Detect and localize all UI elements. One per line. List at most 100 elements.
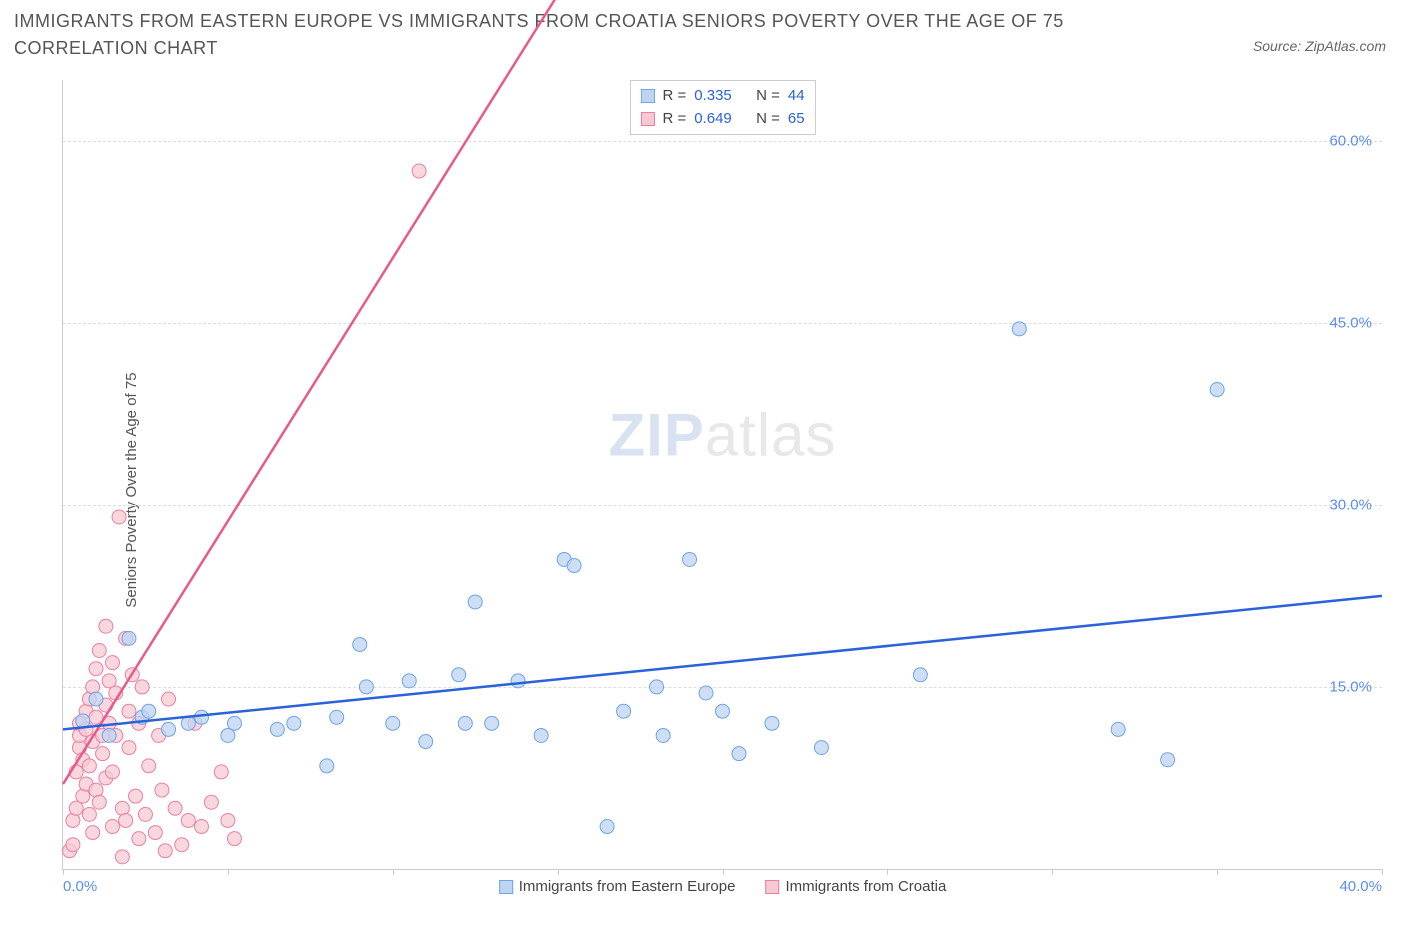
scatter-point: [814, 741, 828, 755]
scatter-point: [227, 832, 241, 846]
scatter-point: [82, 759, 96, 773]
scatter-point: [468, 595, 482, 609]
scatter-point: [452, 668, 466, 682]
scatter-point: [716, 704, 730, 718]
x-axis-label-min: 0.0%: [63, 878, 97, 895]
scatter-point: [511, 674, 525, 688]
scatter-point: [66, 838, 80, 852]
scatter-point: [132, 832, 146, 846]
scatter-point: [567, 559, 581, 573]
chart-container: Seniors Poverty Over the Age of 75 ZIPat…: [14, 80, 1392, 900]
scatter-point: [142, 704, 156, 718]
scatter-point: [142, 759, 156, 773]
scatter-point: [99, 619, 113, 633]
scatter-point: [534, 728, 548, 742]
scatter-point: [89, 692, 103, 706]
scatter-point: [221, 813, 235, 827]
scatter-point: [699, 686, 713, 700]
scatter-point: [330, 710, 344, 724]
stats-swatch-2: [640, 112, 654, 126]
scatter-point: [1012, 322, 1026, 336]
scatter-point: [204, 795, 218, 809]
legend-label-2: Immigrants from Croatia: [785, 878, 946, 895]
x-tick: [887, 869, 888, 875]
legend-item-2: Immigrants from Croatia: [765, 878, 946, 895]
scatter-point: [765, 716, 779, 730]
scatter-point: [92, 644, 106, 658]
regression-line: [63, 0, 558, 784]
scatter-point: [402, 674, 416, 688]
scatter-point: [600, 820, 614, 834]
scatter-point: [485, 716, 499, 730]
x-tick: [1217, 869, 1218, 875]
scatter-point: [650, 680, 664, 694]
scatter-point: [115, 850, 129, 864]
scatter-point: [162, 722, 176, 736]
r-label-2: R =: [662, 108, 686, 131]
stats-row-1: R = 0.335 N = 44: [640, 85, 804, 108]
scatter-point: [1161, 753, 1175, 767]
scatter-point: [135, 680, 149, 694]
x-tick: [228, 869, 229, 875]
n-value-1: 44: [788, 85, 805, 108]
x-tick: [393, 869, 394, 875]
scatter-point: [412, 164, 426, 178]
scatter-point: [270, 722, 284, 736]
x-tick: [1052, 869, 1053, 875]
n-label-1: N =: [756, 85, 780, 108]
stats-box: R = 0.335 N = 44 R = 0.649 N = 65: [629, 80, 815, 135]
x-tick: [723, 869, 724, 875]
scatter-point: [168, 801, 182, 815]
scatter-point: [122, 704, 136, 718]
n-value-2: 65: [788, 108, 805, 131]
stats-swatch-1: [640, 89, 654, 103]
scatter-point: [683, 552, 697, 566]
scatter-point: [1210, 383, 1224, 397]
scatter-point: [227, 716, 241, 730]
y-tick-label: 30.0%: [1329, 496, 1372, 513]
source-label: Source: ZipAtlas.com: [1253, 38, 1386, 54]
scatter-point: [656, 728, 670, 742]
scatter-point: [617, 704, 631, 718]
y-tick-label: 60.0%: [1329, 132, 1372, 149]
x-tick: [558, 869, 559, 875]
scatter-point: [181, 813, 195, 827]
scatter-point: [287, 716, 301, 730]
scatter-point: [122, 741, 136, 755]
x-tick: [63, 869, 64, 875]
scatter-point: [82, 807, 96, 821]
scatter-point: [458, 716, 472, 730]
scatter-point: [1111, 722, 1125, 736]
scatter-point: [96, 747, 110, 761]
legend-item-1: Immigrants from Eastern Europe: [499, 878, 736, 895]
scatter-point: [148, 826, 162, 840]
scatter-svg: [63, 80, 1382, 869]
scatter-point: [320, 759, 334, 773]
scatter-point: [105, 656, 119, 670]
legend-label-1: Immigrants from Eastern Europe: [519, 878, 736, 895]
x-axis-label-max: 40.0%: [1339, 878, 1382, 895]
scatter-point: [194, 820, 208, 834]
scatter-point: [732, 747, 746, 761]
scatter-point: [122, 631, 136, 645]
x-tick: [1382, 869, 1383, 875]
r-label-1: R =: [662, 85, 686, 108]
y-tick-label: 15.0%: [1329, 678, 1372, 695]
y-tick-label: 45.0%: [1329, 314, 1372, 331]
scatter-point: [105, 820, 119, 834]
scatter-point: [419, 735, 433, 749]
scatter-point: [112, 510, 126, 524]
scatter-point: [138, 807, 152, 821]
scatter-point: [155, 783, 169, 797]
legend-swatch-2: [765, 880, 779, 894]
scatter-point: [353, 637, 367, 651]
bottom-legend: Immigrants from Eastern Europe Immigrant…: [499, 878, 947, 895]
r-value-1: 0.335: [694, 85, 732, 108]
scatter-point: [119, 813, 133, 827]
scatter-point: [913, 668, 927, 682]
scatter-point: [214, 765, 228, 779]
chart-title: IMMIGRANTS FROM EASTERN EUROPE VS IMMIGR…: [14, 8, 1114, 62]
scatter-point: [86, 826, 100, 840]
scatter-point: [162, 692, 176, 706]
stats-row-2: R = 0.649 N = 65: [640, 108, 804, 131]
